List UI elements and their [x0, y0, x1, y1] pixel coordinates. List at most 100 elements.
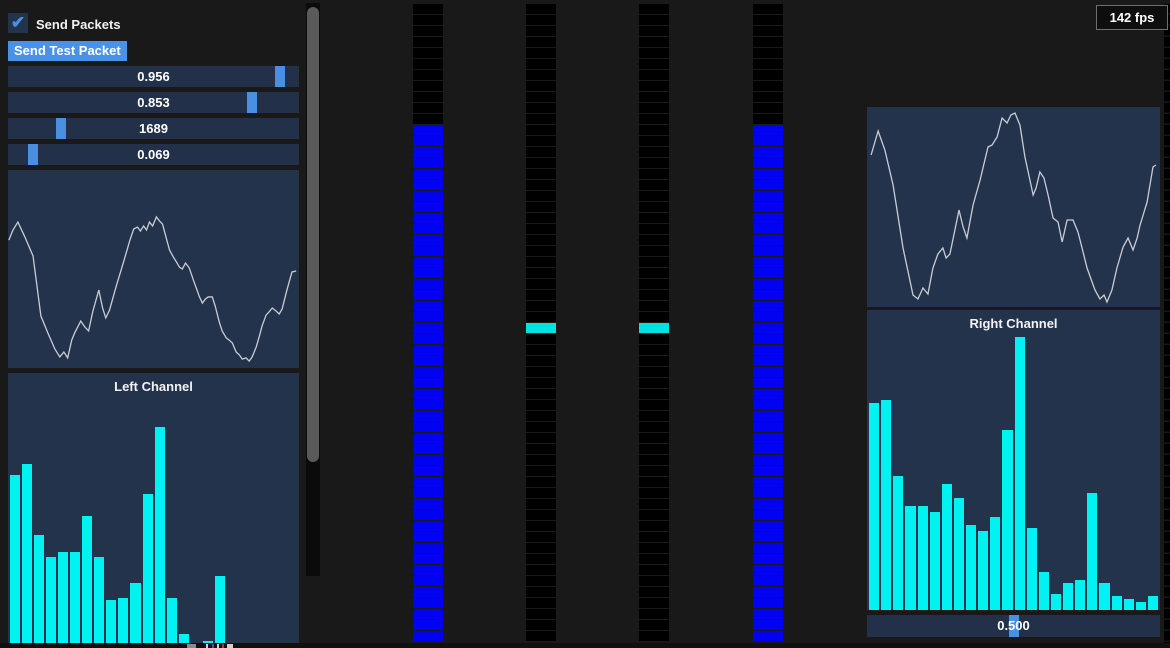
meter-1-segment: [413, 81, 443, 91]
vertical-scrollbar-track[interactable]: [306, 3, 320, 576]
meter-4-segment: [753, 345, 783, 355]
meter-1-segment: [413, 323, 443, 333]
meter-4-segment: [753, 114, 783, 124]
meter-4-segment: [753, 4, 783, 14]
meter-1-segment: [413, 246, 443, 256]
meter-3-segment: [639, 598, 669, 608]
meter-1-segment: [413, 4, 443, 14]
bar: [1111, 596, 1122, 610]
meter-4-segment: [753, 433, 783, 443]
slider-2[interactable]: 0.853: [8, 92, 299, 113]
right-channel-slider[interactable]: 0.500: [867, 615, 1160, 637]
meter-1-segment: [413, 224, 443, 234]
bar: [1147, 596, 1158, 610]
bar: [1002, 430, 1013, 610]
meter-3-segment: [639, 334, 669, 344]
right-channel-slider-handle[interactable]: [1009, 615, 1019, 637]
meter-4-segment: [753, 136, 783, 146]
meter-4-segment: [753, 554, 783, 564]
meter-1-segment: [413, 125, 443, 135]
meter-1-segment: [413, 213, 443, 223]
meter-2-segment: [526, 26, 556, 36]
meter-1-segment: [413, 455, 443, 465]
meter-1-segment: [413, 136, 443, 146]
meter-4-segment: [753, 400, 783, 410]
meter-1-segment: [413, 312, 443, 322]
meter-3-segment: [639, 301, 669, 311]
slider-1-handle[interactable]: [275, 66, 285, 87]
meter-2-segment: [526, 312, 556, 322]
slider-2-handle[interactable]: [247, 92, 257, 113]
meter-4-segment: [753, 202, 783, 212]
bar: [178, 634, 189, 643]
meter-4-segment: [753, 213, 783, 223]
meter-4-segment: [753, 532, 783, 542]
slider-3-handle[interactable]: [56, 118, 66, 139]
meter-1-segment: [413, 114, 443, 124]
slider-4-handle[interactable]: [28, 144, 38, 165]
meter-1-segment: [413, 235, 443, 245]
bar: [142, 494, 153, 643]
meter-4-segment: [753, 499, 783, 509]
send-packets-label: Send Packets: [36, 17, 121, 32]
meter-2-segment: [526, 587, 556, 597]
meter-2-segment: [526, 125, 556, 135]
bar: [46, 557, 57, 643]
meter-3-segment: [639, 312, 669, 322]
meter-3-segment: [639, 290, 669, 300]
vertical-scrollbar-thumb[interactable]: [307, 7, 319, 462]
checkmark-icon: ✔: [10, 12, 26, 32]
meter-2-segment: [526, 323, 556, 333]
meter-1-segment: [413, 400, 443, 410]
meter-2-segment: [526, 92, 556, 102]
right-waveform-line: [867, 107, 1160, 307]
meter-4-segment: [753, 356, 783, 366]
meter-1-segment: [413, 444, 443, 454]
meter-4-segment: [753, 26, 783, 36]
meter-3-segment: [639, 4, 669, 14]
meter-4-segment: [753, 334, 783, 344]
bar: [202, 641, 213, 643]
bar: [905, 506, 916, 610]
meter-3-segment: [639, 620, 669, 630]
meter-1-segment: [413, 169, 443, 179]
clipped-glyph: [227, 644, 233, 648]
send-packets-checkbox[interactable]: ✔: [8, 13, 28, 33]
clipped-bottom-row: [0, 643, 1170, 648]
meter-2-segment: [526, 70, 556, 80]
bar: [58, 552, 69, 643]
meter-3-segment: [639, 609, 669, 619]
send-test-packet-button[interactable]: Send Test Packet: [8, 41, 127, 61]
meter-1-segment: [413, 598, 443, 608]
meter-2-segment: [526, 290, 556, 300]
meter-4-segment: [753, 125, 783, 135]
bar: [941, 484, 952, 610]
meter-3-segment: [639, 257, 669, 267]
meter-1-segment: [413, 334, 443, 344]
meter-1-segment: [413, 609, 443, 619]
slider-1[interactable]: 0.956: [8, 66, 299, 87]
meter-3-segment: [639, 565, 669, 575]
meter-1-segment: [413, 620, 443, 630]
meter-2-segment: [526, 510, 556, 520]
bar: [70, 552, 81, 643]
meter-1-segment: [413, 147, 443, 157]
meter-1-segment: [413, 59, 443, 69]
slider-3[interactable]: 1689: [8, 118, 299, 139]
meter-2-segment: [526, 565, 556, 575]
meter-3-segment: [639, 554, 669, 564]
meter-1-segment: [413, 257, 443, 267]
meter-4-segment: [753, 301, 783, 311]
bar: [118, 598, 129, 643]
slider-4[interactable]: 0.069: [8, 144, 299, 165]
meter-1-segment: [413, 521, 443, 531]
meter-3-segment: [639, 378, 669, 388]
meter-4-segment: [753, 224, 783, 234]
meter-4-segment: [753, 598, 783, 608]
clipped-glyph: [212, 644, 214, 648]
meter-4-segment: [753, 367, 783, 377]
meter-3-segment: [639, 114, 669, 124]
bar: [1099, 583, 1110, 610]
clipped-glyph: [222, 644, 224, 648]
meter-2-segment: [526, 213, 556, 223]
